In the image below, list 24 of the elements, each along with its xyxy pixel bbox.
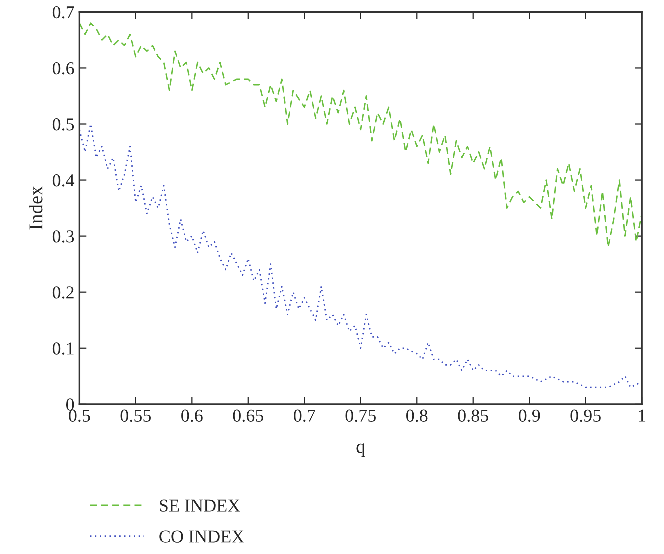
legend-label: SE INDEX — [160, 500, 240, 512]
x-tick-label: 0.9 — [519, 410, 540, 422]
y-tick-label: 0.6 — [52, 62, 74, 75]
y-tick-label: 0.4 — [52, 174, 75, 187]
x-tick-label: 0.8 — [406, 410, 428, 422]
x-tick-label: 0.5 — [69, 410, 90, 422]
x-tick-label: 0.95 — [570, 410, 601, 422]
x-tick-label: 0.75 — [346, 410, 376, 422]
x-tick-label: 0.55 — [120, 410, 152, 422]
y-axis-title: Index — [29, 186, 43, 230]
y-tick-label: 0 — [66, 398, 74, 411]
x-axis-title: q — [356, 444, 366, 458]
x-tick-label: 0.85 — [458, 410, 488, 422]
y-tick-label: 0.3 — [52, 230, 74, 243]
y-tick-label: 0.1 — [52, 342, 74, 355]
line-series — [80, 22, 642, 248]
x-tick-label: 0.6 — [182, 410, 203, 422]
x-tick-label: 1 — [639, 410, 646, 422]
y-tick-label: 0.7 — [52, 6, 74, 19]
x-tick-label: 0.7 — [294, 410, 316, 422]
x-tick-label: 0.65 — [233, 410, 264, 422]
legend-label: CO INDEX — [160, 530, 244, 543]
y-tick-label: 0.5 — [52, 118, 74, 131]
y-tick-label: 0.2 — [52, 286, 74, 299]
